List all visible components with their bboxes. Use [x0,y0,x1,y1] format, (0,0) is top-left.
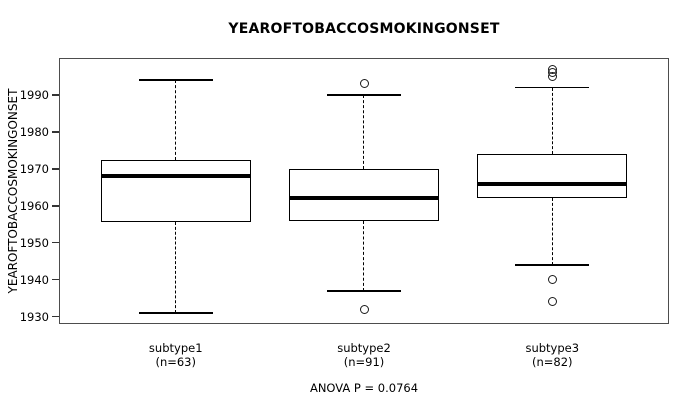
y-tick-label: 1930 [19,309,49,324]
y-tick [52,94,59,96]
y-tick [52,278,59,281]
iqr-box-subtype2 [289,168,439,221]
y-tick [52,168,59,170]
median-line-subtype3 [477,181,628,186]
whisker-cap-lower [138,312,213,314]
y-tick [52,241,59,244]
whisker-lower-line [174,222,176,313]
whisker-cap-lower [515,264,590,266]
x-label-name: subtype2 [337,341,391,355]
whisker-upper-line [174,80,176,160]
median-line-subtype1 [100,174,251,179]
x-label-subtype3: subtype3 (n=82) [477,341,627,369]
x-label-subtype1: subtype1 (n=63) [101,341,251,369]
whisker-upper-line [363,94,365,169]
y-tick [52,315,59,318]
y-tick-label: 1940 [19,272,49,287]
iqr-box-subtype1 [100,159,251,223]
whisker-upper-line [551,87,553,155]
x-label-name: subtype1 [148,341,203,355]
y-tick-label: 1980 [19,124,49,139]
whisker-lower-line [363,220,365,291]
whisker-cap-upper [138,79,213,81]
y-tick-label: 1950 [19,235,49,250]
x-label-name: subtype3 [525,341,580,355]
whisker-cap-upper [515,86,590,89]
outlier-point [547,275,557,285]
x-label-subtype2: subtype2 (n=91) [289,341,439,369]
outlier-point [547,297,557,307]
median-line-subtype2 [289,196,439,201]
whisker-lower-line [551,198,553,265]
x-label-count: (n=82) [532,355,573,369]
whisker-cap-lower [327,290,401,292]
outlier-point [359,304,369,314]
x-label-count: (n=63) [155,355,196,369]
y-axis-title: YEAROFTOBACCOSMOKINGONSET [6,88,20,294]
iqr-box-subtype3 [477,154,628,199]
whisker-cap-upper [327,94,401,96]
outlier-point [547,71,557,81]
anova-annotation: ANOVA P = 0.0764 [309,381,419,395]
y-tick-label: 1990 [19,87,49,102]
chart-title: YEAROFTOBACCOSMOKINGONSET [228,21,500,37]
y-tick [52,131,59,133]
x-label-count: (n=91) [343,355,385,369]
y-tick-label: 1970 [19,161,49,176]
y-tick [52,205,59,207]
outlier-point [359,79,369,89]
y-tick-label: 1960 [19,198,49,213]
